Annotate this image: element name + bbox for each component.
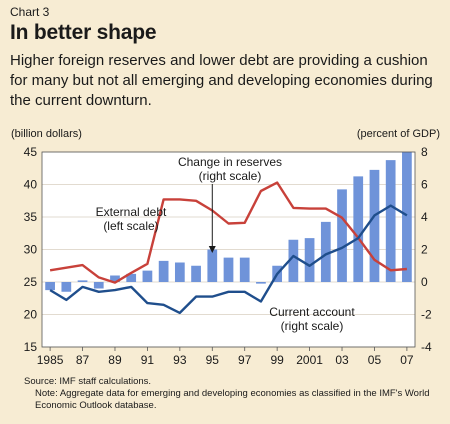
x-tick-label: 87: [76, 353, 90, 367]
x-tick-label: 05: [368, 353, 382, 367]
bar-change-in-reserves: [320, 221, 331, 282]
left-tick-label: 20: [24, 308, 38, 322]
right-tick-label: 6: [421, 178, 428, 192]
annotation-external-debt-scale: (left scale): [103, 219, 158, 233]
bar-change-in-reserves: [239, 257, 250, 282]
bar-change-in-reserves: [223, 257, 234, 282]
bar-change-in-reserves: [304, 238, 315, 282]
bar-change-in-reserves: [93, 282, 104, 289]
left-tick-label: 15: [24, 340, 38, 354]
bar-change-in-reserves: [174, 262, 185, 282]
plot-frame: [41, 151, 416, 348]
left-tick-label: 35: [24, 210, 38, 224]
page-subtitle: Higher foreign reserves and lower debt a…: [10, 52, 433, 109]
x-tick-label: 91: [141, 353, 155, 367]
x-tick-label: 95: [206, 353, 220, 367]
page-title: In better shape: [10, 21, 157, 44]
bar-change-in-reserves: [191, 265, 201, 282]
footnote: Source: IMF staff calculations. Note: Ag…: [24, 376, 444, 412]
x-tick-label: 07: [400, 353, 414, 367]
chart-number: Chart 3: [10, 5, 50, 19]
right-tick-label: -2: [421, 308, 432, 322]
bar-change-in-reserves: [110, 275, 120, 282]
right-tick-label: -4: [421, 340, 432, 354]
bar-change-in-reserves: [45, 282, 55, 291]
x-tick-label: 99: [270, 353, 284, 367]
bar-change-in-reserves: [288, 239, 299, 282]
x-tick-label: 03: [335, 353, 349, 367]
chart-svg: 15 20 25 30 35 40 45 -4 -2 0 2 4 6 8 1985 87 89 91 93 95 97 9…: [24, 145, 432, 367]
x-tick-label: 1985: [37, 353, 64, 367]
left-axis-unit-label: (billion dollars): [11, 128, 82, 140]
x-tick-label: 89: [108, 353, 122, 367]
bar-change-in-reserves: [337, 189, 347, 282]
annotation-external-debt: External debt: [96, 205, 167, 219]
bar-change-in-reserves: [61, 282, 72, 292]
right-tick-label: 4: [421, 210, 428, 224]
bar-change-in-reserves: [256, 282, 266, 284]
right-tick-label: 8: [421, 145, 428, 159]
right-tick-label: 0: [421, 275, 428, 289]
bar-change-in-reserves: [207, 249, 218, 282]
bar-change-in-reserves: [353, 176, 364, 282]
annotation-change-in-reserves: Change in reserves: [178, 155, 282, 169]
left-tick-label: 45: [24, 145, 38, 159]
right-tick-label: 2: [421, 243, 428, 257]
right-axis-unit-label: (percent of GDP): [356, 128, 440, 140]
x-tick-label: 93: [173, 353, 187, 367]
x-tick-label: 97: [238, 353, 252, 367]
x-tick-label: 2001: [296, 353, 323, 367]
bar-change-in-reserves: [385, 160, 396, 282]
aggregate-note: Note: Aggregate data for emerging and de…: [35, 388, 430, 411]
line-current-account: [49, 204, 408, 315]
left-tick-label: 40: [24, 178, 38, 192]
bar-change-in-reserves: [158, 260, 169, 282]
bar-change-in-reserves: [369, 169, 380, 282]
annotation-current-account-scale: (right scale): [281, 319, 344, 333]
left-tick-label: 25: [24, 275, 38, 289]
bar-change-in-reserves: [77, 280, 88, 282]
bar-change-in-reserves: [402, 152, 412, 282]
annotation-current-account: Current account: [269, 305, 355, 319]
annotation-change-in-reserves-scale: (right scale): [199, 169, 262, 183]
line-external-debt: [49, 181, 407, 284]
annotation-arrowhead: [208, 246, 216, 253]
source-note: Source: IMF staff calculations.: [24, 376, 152, 387]
bar-change-in-reserves: [126, 273, 137, 282]
left-tick-label: 30: [24, 243, 38, 257]
bar-change-in-reserves: [142, 270, 153, 282]
